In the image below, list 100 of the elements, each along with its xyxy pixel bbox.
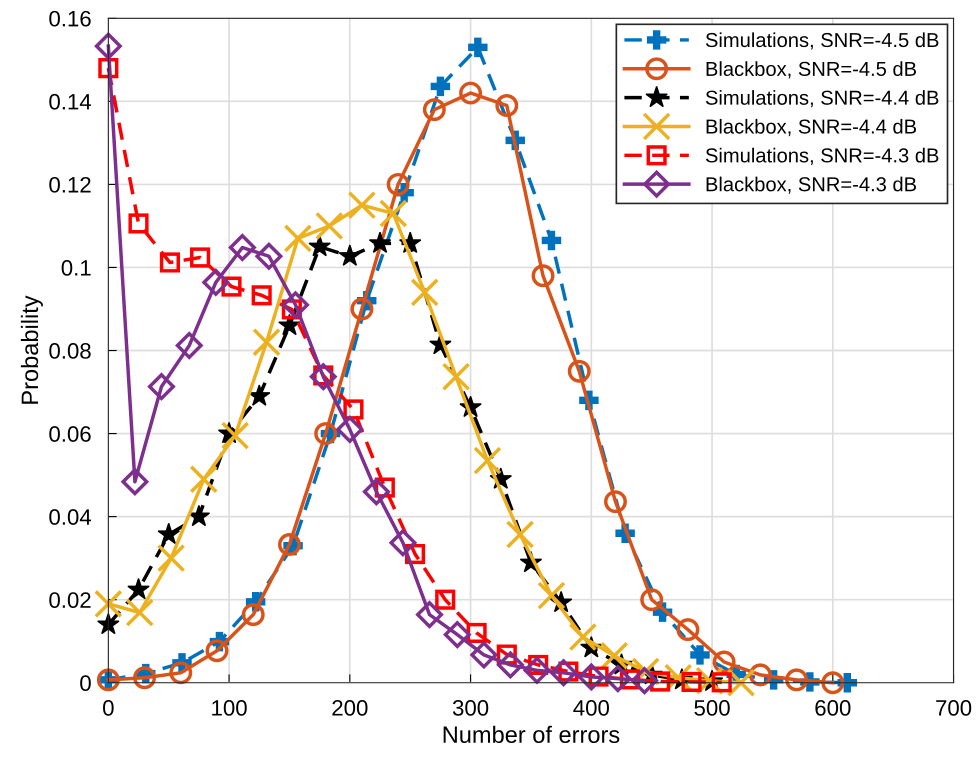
point <box>389 529 416 556</box>
point <box>278 533 301 556</box>
point <box>255 242 282 270</box>
point <box>506 520 534 549</box>
point <box>470 641 498 668</box>
point <box>336 416 364 443</box>
point <box>568 622 598 652</box>
point <box>442 362 470 391</box>
point <box>712 650 736 674</box>
point <box>444 621 471 648</box>
x-tick-label: 700 <box>936 700 972 716</box>
x-tick-label: 300 <box>452 700 488 716</box>
point <box>422 98 446 122</box>
y-tick-label: 0.1 <box>62 260 91 276</box>
point <box>537 581 566 610</box>
x-tick-label: 0 <box>103 700 114 716</box>
x-axis-title: Number of errors <box>444 726 620 744</box>
point <box>157 522 180 544</box>
point <box>242 603 265 626</box>
x-tick-label: 500 <box>694 700 730 716</box>
point <box>188 504 210 526</box>
point <box>600 642 628 670</box>
legend-label: Blackbox, SNR=-4.5 dB <box>706 61 916 78</box>
point <box>338 244 362 266</box>
point <box>604 490 627 514</box>
point <box>435 590 456 610</box>
legend-label: Simulations, SNR=-4.3 dB <box>706 148 938 165</box>
point <box>94 590 123 618</box>
x-tick-label: 100 <box>212 700 247 716</box>
point <box>350 298 374 320</box>
point <box>314 422 338 446</box>
point <box>459 82 482 104</box>
point <box>416 601 444 628</box>
point <box>176 332 203 360</box>
point <box>252 285 272 306</box>
point <box>189 465 218 494</box>
point <box>430 76 450 96</box>
point <box>133 666 156 690</box>
point <box>726 668 756 697</box>
point <box>127 578 150 600</box>
point <box>202 268 230 296</box>
point <box>821 671 844 694</box>
point <box>473 446 502 475</box>
point <box>785 668 808 692</box>
x-tick-label: 600 <box>815 700 850 716</box>
point <box>676 618 700 642</box>
point <box>156 544 186 572</box>
point <box>228 234 256 262</box>
y-tick-label: 0.14 <box>49 94 92 110</box>
point <box>495 94 518 117</box>
point <box>310 363 337 390</box>
point <box>532 264 554 288</box>
y-tick-label: 0.04 <box>49 509 92 525</box>
point <box>220 421 250 450</box>
point <box>568 360 591 383</box>
legend-label: Blackbox, SNR=-4.4 dB <box>706 118 916 136</box>
point <box>315 212 344 240</box>
legend-label: Simulations, SNR=-4.4 dB <box>706 90 938 108</box>
point <box>523 656 550 684</box>
point <box>190 247 210 268</box>
point <box>681 672 702 692</box>
point <box>578 663 605 690</box>
point <box>282 291 310 318</box>
point <box>348 190 376 220</box>
point <box>379 199 408 228</box>
point <box>410 278 439 307</box>
point <box>148 373 175 400</box>
point <box>550 659 578 686</box>
y-tick-label: 0.16 <box>49 10 91 27</box>
point <box>169 661 192 684</box>
point <box>542 230 562 250</box>
legend-label: Blackbox, SNR=-4.3 dB <box>706 176 916 194</box>
point <box>362 478 390 506</box>
point <box>386 172 410 196</box>
point <box>690 645 710 665</box>
point <box>368 232 392 254</box>
legend-label: Simulations, SNR=-4.5 dB <box>706 32 938 50</box>
point <box>94 32 122 60</box>
point <box>496 651 524 678</box>
point <box>630 667 658 694</box>
point <box>97 612 120 634</box>
point <box>128 213 149 234</box>
point <box>121 468 148 496</box>
point <box>640 588 664 612</box>
point <box>604 665 632 692</box>
point <box>284 224 312 253</box>
point <box>252 328 281 356</box>
point <box>98 58 118 78</box>
point <box>160 252 180 273</box>
y-tick-label: 0.12 <box>49 176 91 193</box>
y-axis-title: Probability <box>20 295 43 404</box>
point <box>278 314 301 336</box>
point <box>125 598 154 627</box>
x-tick-label: 400 <box>573 700 609 716</box>
y-tick-label: 0.06 <box>49 426 91 442</box>
point <box>206 639 228 662</box>
point <box>308 234 331 256</box>
point <box>468 38 488 58</box>
y-tick-label: 0.08 <box>49 343 91 359</box>
y-tick-label: 0 <box>80 675 91 692</box>
